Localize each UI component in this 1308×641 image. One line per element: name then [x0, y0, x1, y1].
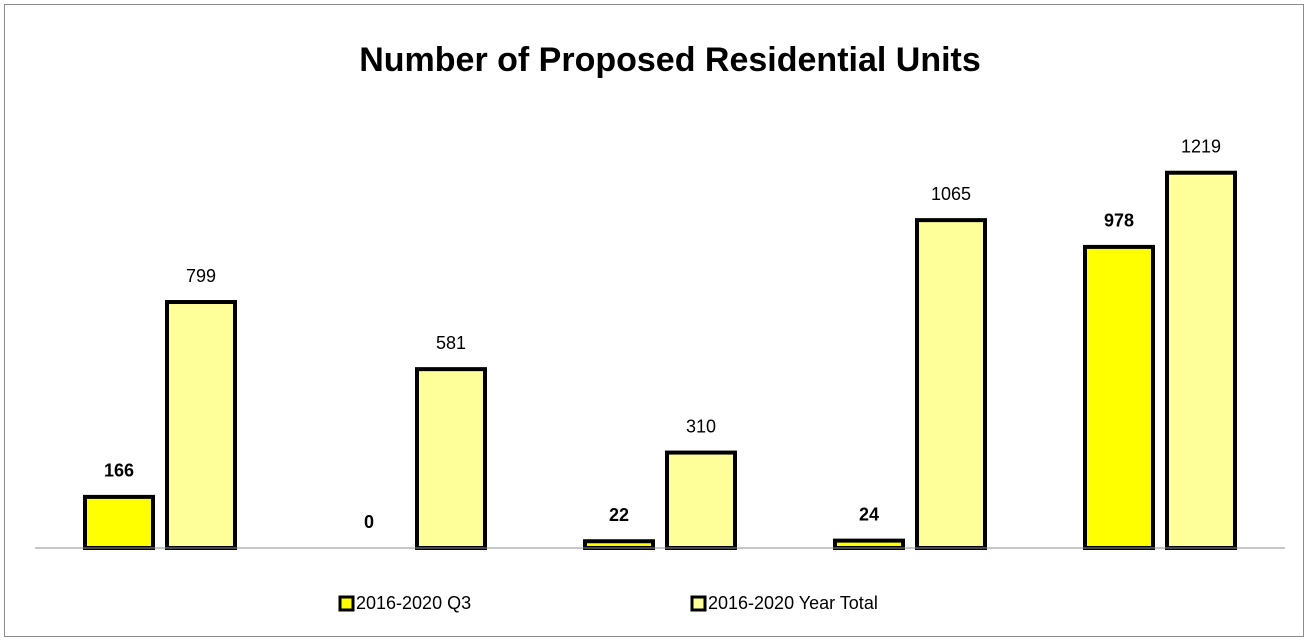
- data-label: 310: [686, 416, 716, 436]
- legend-label: 2016-2020 Year Total: [708, 593, 878, 613]
- data-label: 799: [186, 266, 216, 286]
- data-label: 24: [859, 504, 879, 524]
- bar: [833, 538, 905, 551]
- data-label: 978: [1104, 211, 1134, 231]
- legend-marker: [690, 595, 707, 612]
- bar: [1165, 170, 1237, 550]
- legend-marker: [338, 595, 355, 612]
- data-label: 0: [364, 512, 374, 532]
- chart-title: Number of Proposed Residential Units: [359, 41, 981, 79]
- data-label: 22: [609, 505, 629, 525]
- bar: [583, 539, 655, 551]
- data-label: 1219: [1181, 136, 1221, 156]
- bar: [1083, 244, 1155, 550]
- bar: [665, 450, 737, 551]
- legend-label: 2016-2020 Q3: [356, 593, 471, 613]
- bar: [415, 367, 487, 551]
- data-label: 166: [104, 461, 134, 481]
- bar: [915, 218, 987, 550]
- bar: [83, 494, 155, 551]
- bar: [165, 300, 237, 551]
- data-label: 581: [436, 333, 466, 353]
- data-label: 1065: [931, 184, 971, 204]
